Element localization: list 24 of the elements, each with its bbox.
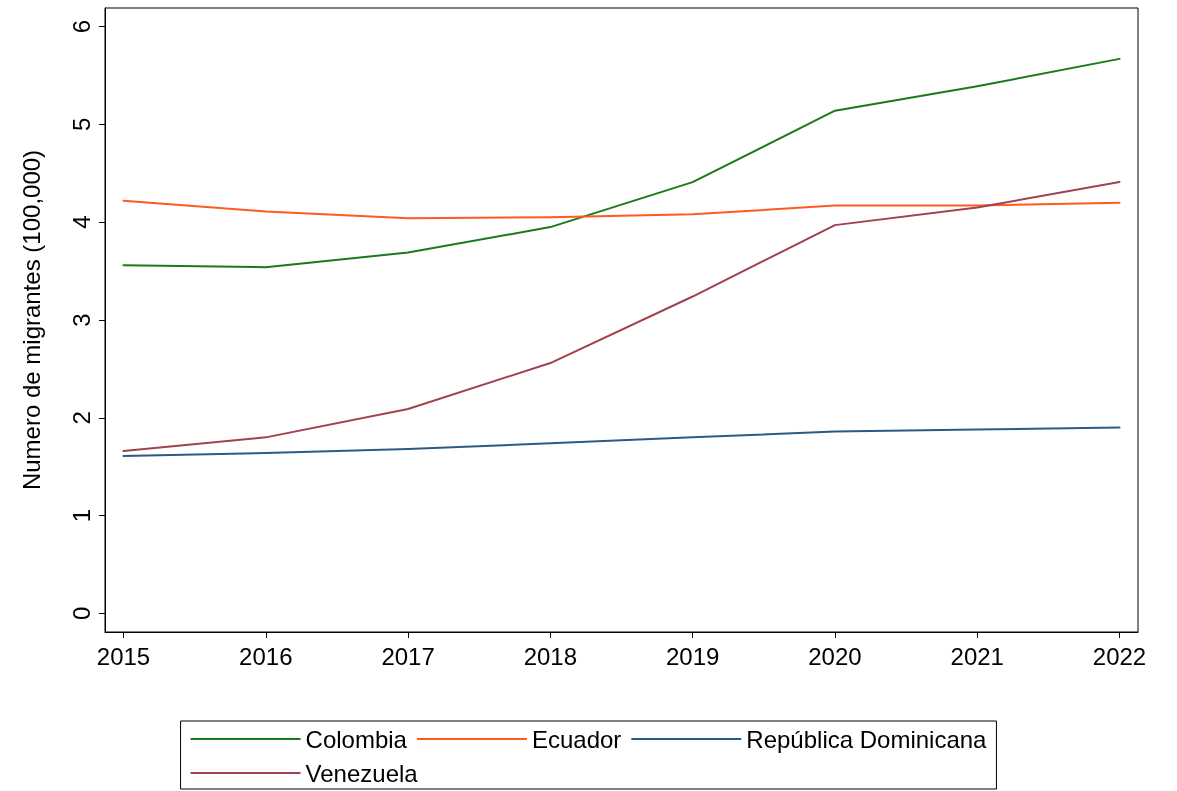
x-tick-label: 2022	[1092, 642, 1147, 670]
y-tick-label: 1	[67, 508, 95, 523]
line-series	[122, 426, 1121, 457]
line-series	[122, 57, 1121, 269]
x-tick-label: 2017	[381, 642, 435, 670]
x-tick-label: 2021	[950, 642, 1004, 670]
y-axis-title: Numero de migrantes (100,000)	[17, 149, 45, 491]
y-tick-label: 5	[67, 117, 95, 132]
x-tick-label: 2015	[96, 642, 151, 670]
legend-label: República Dominicana	[746, 725, 988, 753]
y-tick-label: 0	[67, 606, 95, 621]
y-tick-label: 2	[67, 411, 95, 425]
x-tick-label: 2018	[523, 642, 578, 670]
x-tick-label: 2020	[808, 642, 862, 670]
y-tick-label: 6	[67, 19, 95, 34]
y-tick-label: 4	[67, 215, 95, 229]
line-series	[122, 181, 1121, 453]
line-series	[122, 199, 1121, 220]
y-tick-label: 3	[67, 313, 95, 327]
x-tick-label: 2016	[239, 642, 293, 670]
legend-label: Colombia	[305, 725, 408, 753]
x-tick-label: 2019	[665, 642, 720, 670]
legend-label: Venezuela	[305, 759, 419, 787]
legend-label: Ecuador	[531, 725, 622, 753]
